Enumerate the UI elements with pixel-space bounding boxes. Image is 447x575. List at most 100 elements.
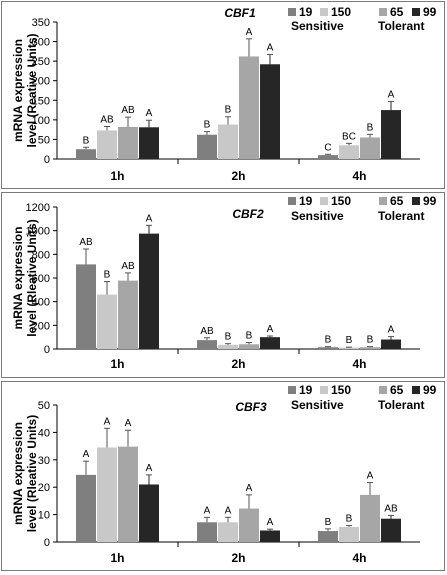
x-category-label: 2h [231,551,245,565]
y-tick-label: 100 [32,115,50,127]
bar-19-2h [197,340,217,349]
bar-99-1h [139,233,159,349]
legend-swatch [379,8,387,16]
y-axis-label: mRNA expression level (Reative Units) [11,33,39,147]
bar-65-2h [239,344,259,349]
x-category-label: 1h [110,551,124,565]
significance-letter: A [125,418,132,429]
significance-letter: B [325,335,332,346]
y-axis-label-line2: level (Reative Units) [25,33,39,147]
chart-cbf2: mRNA expression level (Rleative Units) 0 20… [11,194,437,371]
chart-panel-cbf3: mRNA expression level (Rleative Units) 0 10… [1,381,445,571]
legend-swatch [288,8,296,16]
legend-swatch [412,8,420,16]
significance-letter: A [267,517,274,528]
legend-entry: 19 [299,5,313,19]
bar-65-2h [239,508,259,542]
significance-letter: B [225,105,232,116]
significance-letter: A [146,213,153,224]
y-tick-label: 200 [32,76,50,88]
y-tick-label: 1200 [26,202,50,214]
legend-swatch [320,8,328,16]
legend-swatch [412,386,420,394]
bar-150-4h [339,526,359,542]
y-tick-label: 250 [32,56,50,68]
chart-panel-cbf1: mRNA expression level (Reative Units) 0 50 1… [1,1,445,189]
y-axis-label: mRNA expression level (Rleative Units) [11,219,39,336]
legend-group-sensitive: Sensitive [291,398,344,412]
y-axis-label: mRNA expression level (Rleative Units) [11,415,39,532]
y-tick-label: 0 [44,344,50,356]
bar-99-4h [381,518,401,542]
significance-letter: A [388,325,395,336]
legend-entry: 65 [390,383,404,397]
legend-group-sensitive: Sensitive [291,19,344,33]
significance-letter: B [367,122,374,133]
bar-19-4h [318,155,338,159]
bar-150-2h [218,522,238,542]
significance-letter: B [325,517,332,528]
bar-19-2h [197,134,217,159]
y-tick-label: 300 [32,37,50,49]
significance-letter: B [104,270,111,281]
significance-letter: A [146,463,153,474]
significance-letter: A [225,505,232,516]
legend-entry: 65 [390,194,404,208]
y-tick-label: 50 [38,400,50,412]
y-tick-label: 10 [38,510,50,522]
legend-group-tolerant: Tolerant [378,398,424,412]
y-tick-label: 50 [38,134,50,146]
significance-letter: AB [121,261,135,272]
significance-letter: A [246,483,253,494]
y-tick-label: 30 [38,455,50,467]
bar-150-1h [97,294,117,349]
bar-150-4h [339,145,359,159]
bar-65-1h [118,126,138,159]
legend-swatch [288,197,296,205]
legend-entry: 150 [331,383,351,397]
significance-letter: B [83,135,90,146]
y-axis-label-line2: level (Rleative Units) [25,219,39,336]
bar-65-4h [360,137,380,159]
bar-150-2h [218,344,238,349]
x-category-label: 4h [352,169,366,183]
bar-99-2h [260,530,280,542]
significance-letter: B [367,335,374,346]
y-tick-label: 800 [32,249,50,261]
bar-150-1h [97,130,117,159]
x-category-label: 2h [231,357,245,371]
y-tick-label: 1000 [26,226,50,238]
significance-letter: A [388,89,395,100]
legend-swatch [379,386,387,394]
legend-group-tolerant: Tolerant [378,209,424,223]
significance-letter: C [324,142,331,153]
y-axis-label-line2: level (Rleative Units) [25,415,39,532]
legend-swatch [412,197,420,205]
significance-letter: B [346,514,353,525]
bar-99-4h [381,110,401,159]
significance-letter: A [204,505,211,516]
legend-entry: 99 [423,5,437,19]
y-tick-label: 350 [32,17,50,29]
significance-letter: B [246,330,253,341]
legend-entry: 150 [331,5,351,19]
significance-letter: B [204,120,211,131]
chart-cbf1: mRNA expression level (Reative Units) 0 50 1… [11,5,437,183]
bar-19-1h [76,264,96,349]
chart-cbf3: mRNA expression level (Rleative Units) 0 10… [11,383,437,565]
y-tick-label: 20 [38,482,50,494]
legend: 19 150 65 99 Sensitive Tolerant [288,194,437,223]
significance-letter: A [267,42,274,53]
significance-letter: B [225,332,232,343]
legend: 19 150 65 99 Sensitive Tolerant [288,383,437,412]
bar-150-2h [218,124,238,159]
bar-19-2h [197,522,217,542]
significance-letter: AB [384,503,398,514]
legend-swatch [379,197,387,205]
bar-99-1h [139,127,159,159]
y-axis-label-line1: mRNA expression [11,39,25,142]
chart-panel-cbf2: mRNA expression level (Rleative Units) 0 20… [1,192,445,378]
bar-65-1h [118,446,138,542]
bar-65-2h [239,56,259,160]
bar-19-1h [76,474,96,542]
